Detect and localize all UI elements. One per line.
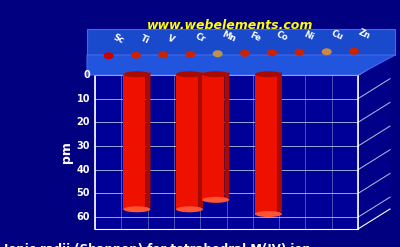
Text: Ti: Ti (139, 33, 151, 45)
Text: 0: 0 (83, 70, 90, 80)
Ellipse shape (202, 197, 229, 203)
Ellipse shape (255, 71, 282, 77)
Ellipse shape (213, 50, 223, 57)
Ellipse shape (186, 51, 196, 58)
Text: Zn: Zn (357, 28, 372, 41)
Text: 20: 20 (76, 117, 90, 127)
Text: 40: 40 (76, 165, 90, 175)
Polygon shape (358, 55, 390, 229)
Ellipse shape (124, 71, 150, 77)
Text: Ni: Ni (302, 30, 315, 42)
Ellipse shape (176, 71, 203, 77)
Text: 60: 60 (76, 212, 90, 222)
Text: Ionic radii (Shannon) for tetrahedral M(IV) ion: Ionic radii (Shannon) for tetrahedral M(… (4, 243, 311, 247)
Text: V: V (166, 34, 176, 45)
Ellipse shape (294, 49, 304, 56)
Text: pm: pm (60, 141, 74, 163)
Ellipse shape (267, 49, 277, 56)
Ellipse shape (202, 71, 229, 77)
Text: Sc: Sc (112, 33, 126, 46)
Polygon shape (95, 55, 390, 75)
Polygon shape (277, 72, 282, 215)
Polygon shape (202, 75, 224, 201)
Polygon shape (87, 29, 395, 55)
Ellipse shape (176, 206, 203, 212)
Text: Cr: Cr (194, 32, 207, 44)
Text: Mn: Mn (221, 30, 237, 44)
Polygon shape (124, 75, 146, 210)
Polygon shape (146, 72, 150, 210)
Ellipse shape (255, 211, 282, 217)
Polygon shape (255, 75, 277, 215)
Ellipse shape (349, 48, 359, 55)
Polygon shape (87, 55, 395, 75)
Text: 10: 10 (76, 94, 90, 104)
Text: Co: Co (275, 30, 290, 43)
Text: Cu: Cu (330, 28, 344, 42)
Ellipse shape (158, 51, 168, 58)
Ellipse shape (322, 48, 332, 55)
Text: www.webelements.com: www.webelements.com (147, 19, 313, 32)
Polygon shape (95, 75, 358, 229)
Ellipse shape (124, 206, 150, 212)
Ellipse shape (131, 52, 141, 59)
Polygon shape (224, 72, 229, 201)
Text: 30: 30 (76, 141, 90, 151)
Polygon shape (198, 72, 203, 210)
Text: Fe: Fe (248, 30, 262, 43)
Polygon shape (176, 75, 198, 210)
Text: 50: 50 (76, 188, 90, 198)
Ellipse shape (240, 50, 250, 57)
Ellipse shape (104, 52, 114, 59)
